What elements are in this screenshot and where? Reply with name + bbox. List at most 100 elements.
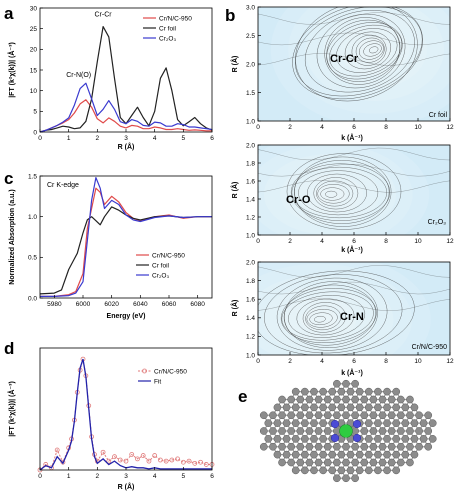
carbon-atom — [300, 450, 309, 459]
chart-a-xtick-label-6: 6 — [210, 135, 214, 142]
carbon-atom — [360, 395, 369, 404]
carbon-atom — [351, 411, 359, 420]
chart-b1-ytick-label-0: 1.0 — [246, 118, 255, 125]
carbon-atom — [415, 427, 423, 435]
chart-d-point — [117, 457, 123, 463]
chart-c-xlabel: Energy (eV) — [107, 313, 146, 320]
nitrogen-atom — [330, 419, 340, 429]
chart-b1-xtick-label-5: 10 — [414, 124, 422, 131]
contour-line — [280, 288, 377, 344]
chart-b1-ytick-label-1: 1.5 — [246, 90, 255, 97]
carbon-atom — [300, 387, 309, 396]
carbon-atom — [410, 435, 419, 443]
carbon-atom — [287, 411, 296, 420]
contour-line — [306, 309, 338, 328]
carbon-atom — [424, 442, 433, 451]
contour-line — [258, 180, 450, 193]
carbon-atom — [392, 419, 401, 427]
chart-d-point — [157, 457, 163, 463]
carbon-atom — [323, 427, 332, 435]
carbon-atom — [314, 442, 323, 451]
contour-glow — [357, 36, 393, 63]
chart-c: 5980 6000 6020 6040 6060 6080 0.0 0.5 1.0 1.5 Ene… — [9, 173, 213, 320]
carbon-atom — [410, 419, 419, 427]
chart-c-xtick-label-2: 6020 — [104, 301, 119, 308]
chart-d-point — [175, 456, 181, 462]
chart-d-point — [163, 458, 169, 464]
carbon-atom — [392, 403, 401, 412]
carbon-atom — [355, 450, 364, 459]
chart-b3-ytick-label-2: 1.4 — [246, 315, 255, 322]
carbon-atom — [291, 450, 300, 459]
chart-d-point — [169, 457, 175, 463]
contour-line — [324, 17, 400, 85]
carbon-atom — [364, 435, 373, 443]
carbon-atom — [355, 403, 364, 412]
panel-label-c: c — [4, 169, 13, 188]
chart-d-point — [192, 460, 198, 466]
contour-line — [313, 177, 359, 210]
chart-b2-ytick-label-4: 1.8 — [246, 160, 255, 167]
chart-a-ytick-label-6: 30 — [30, 5, 38, 12]
chart-b2-ylabel: R (Å) — [230, 182, 239, 199]
chart-a-frame — [39, 7, 213, 133]
chart-c-series-0 — [40, 187, 212, 297]
contour-line — [304, 10, 415, 93]
chart-d-point — [198, 459, 203, 465]
carbon-atom — [387, 411, 396, 420]
carbon-atom — [296, 458, 305, 467]
contour-glow — [281, 297, 357, 343]
carbon-atom — [360, 458, 369, 467]
carbon-atom — [369, 411, 378, 420]
carbon-atom — [287, 458, 296, 467]
chart-d-xlabel: R (Å) — [118, 482, 135, 491]
carbon-atom — [337, 387, 346, 396]
chart-b1-xtick-label-0: 0 — [256, 124, 260, 131]
chart-d-point — [140, 453, 146, 458]
carbon-atom — [342, 379, 350, 388]
carbon-atom — [323, 442, 332, 451]
carbon-atom — [419, 435, 428, 443]
chart-b2-background — [258, 145, 450, 235]
chart-c-xtick-label-4: 6060 — [162, 301, 177, 308]
carbon-atom — [291, 387, 300, 396]
chart-c-legend: Cr/N/C-950 Cr foil Cr₂O₃ — [136, 253, 185, 280]
carbon-atom — [406, 442, 414, 451]
chart-d-xtick-label-0: 0 — [38, 473, 42, 480]
chart-b1-sample-label: Cr foil — [429, 112, 448, 119]
chart-a-ytick-label-4: 20 — [30, 47, 38, 54]
carbon-atom — [401, 419, 410, 427]
carbon-atom — [351, 458, 359, 467]
chart-b1-ytick-label-3: 2.5 — [246, 33, 255, 40]
carbon-atom — [337, 403, 346, 412]
chart-a-ytick-label-5: 25 — [30, 26, 38, 33]
carbon-atom — [401, 435, 410, 443]
nitrogen-atom — [330, 433, 340, 443]
carbon-atom — [259, 427, 268, 435]
chart-b1-xtick-label-6: 12 — [446, 124, 454, 131]
chart-d-xtick-label-1: 1 — [67, 473, 71, 480]
chart-a-ytick-label-3: 15 — [30, 67, 38, 74]
legend-c-entry-1: Cr foil — [152, 263, 170, 270]
contour-line — [284, 281, 378, 349]
chart-d-point — [123, 458, 129, 464]
carbon-atom — [333, 458, 341, 467]
contour-line — [317, 184, 350, 204]
contour-line — [293, 160, 390, 224]
carbon-atom — [287, 442, 296, 451]
carbon-atom — [264, 435, 273, 443]
carbon-atom — [337, 466, 346, 475]
carbon-atom — [282, 435, 291, 443]
contour-line — [351, 34, 387, 66]
chart-d-xtick-label-3: 3 — [124, 473, 128, 480]
carbon-atom — [364, 419, 373, 427]
carbon-atom — [291, 435, 300, 443]
legend-a-entry-1: Cr foil — [159, 26, 177, 33]
contour-line — [329, 24, 403, 77]
carbon-atom — [406, 395, 414, 404]
chart-a-xtick-label-4: 4 — [153, 135, 157, 142]
chart-d-frame — [39, 347, 213, 471]
carbon-atom — [305, 458, 314, 467]
chart-d-legend: Cr/N/C-950 Fit — [138, 369, 187, 386]
chart-a-xtick-label-1: 1 — [67, 135, 71, 142]
